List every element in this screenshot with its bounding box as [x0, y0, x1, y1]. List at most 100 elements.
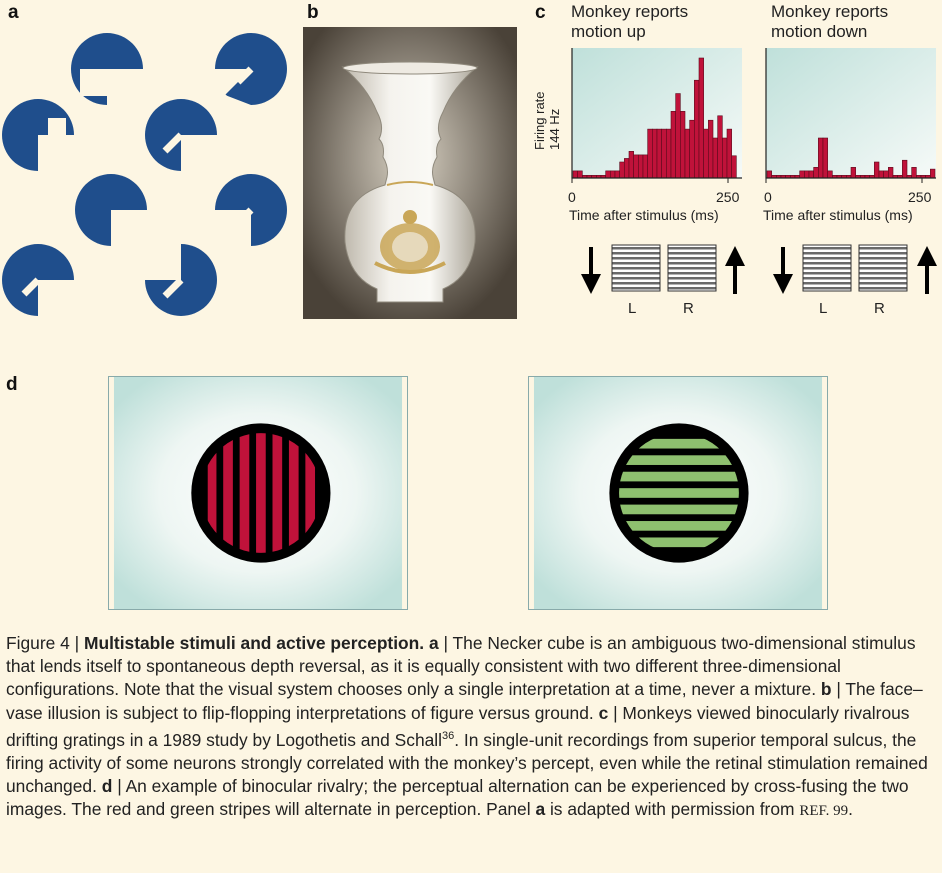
down-arrow-icon	[581, 247, 601, 294]
histogram-bar	[822, 137, 828, 179]
histogram-bar	[808, 170, 814, 179]
histogram-bar	[708, 119, 714, 179]
histogram-bar	[766, 170, 772, 179]
histogram-bar	[703, 128, 709, 179]
eye-label-left: L	[819, 300, 828, 317]
pacman-disk	[71, 33, 143, 105]
royal-crest-decoration	[374, 210, 446, 274]
histogram-bar	[624, 158, 630, 179]
histogram-bar	[661, 128, 667, 179]
pacman-disk	[75, 174, 147, 246]
histogram-bar	[799, 170, 805, 179]
histogram-bar	[680, 111, 686, 179]
down-arrow-icon	[773, 247, 793, 294]
histogram-bar	[818, 137, 824, 179]
histogram-bar	[605, 170, 611, 179]
pacman-disk	[215, 33, 287, 105]
grating-stimulus-left	[581, 244, 745, 294]
y-axis-label-line1: Firing rate	[532, 91, 547, 150]
histogram-bar	[726, 128, 732, 179]
right-eye-grating	[667, 244, 717, 292]
panel-d-label: d	[6, 374, 18, 395]
histogram-bar	[722, 137, 728, 179]
histogram-bar	[642, 154, 648, 179]
eye-label-right: R	[874, 300, 885, 317]
histogram-bar	[577, 170, 583, 179]
histogram-bar	[675, 93, 681, 179]
right-tick-end: 250	[908, 189, 932, 205]
caption-ref-99: REF. 99	[799, 803, 849, 820]
grating-stimulus-right	[773, 244, 937, 294]
histogram-bar	[731, 155, 737, 179]
histogram-bar	[717, 115, 723, 179]
histogram-bar	[633, 154, 639, 179]
right-tick-start: 0	[764, 189, 772, 205]
caption-text-c: | Monkeys viewed binocularly rivalrous d…	[6, 702, 910, 750]
histogram-bar	[911, 167, 917, 179]
caption-label-a: a	[428, 633, 439, 653]
histogram-bar	[813, 167, 819, 179]
histogram-bar	[712, 137, 718, 179]
caption-ref-36: 36	[442, 729, 455, 742]
pacman-disk	[2, 244, 74, 316]
caption-text-c2: . In single-unit recordings from superio…	[6, 729, 928, 797]
histogram-bar	[878, 170, 884, 179]
histogram-bar	[698, 57, 704, 179]
histogram-bar	[614, 170, 620, 179]
y-axis-label-line2: 144 Hz	[547, 108, 562, 150]
y-axis-label: Firing rate 144 Hz	[532, 91, 562, 150]
left-eye-grating	[802, 244, 852, 292]
caption-text-b: | The face–vase illusion is subject to f…	[6, 679, 923, 723]
caption-label-b: b	[820, 679, 832, 700]
histogram-bar	[647, 128, 653, 179]
left-tick-end: 250	[716, 189, 740, 205]
caption-label-d: d	[101, 776, 113, 797]
eye-label-right: R	[683, 300, 694, 317]
histogram-motion-up	[571, 48, 742, 183]
histogram-bar	[930, 168, 936, 179]
caption-end: .	[848, 799, 853, 820]
caption-text-a2: is adapted with permission from	[545, 799, 800, 820]
left-eye-grating	[611, 244, 661, 292]
pacman-disk	[145, 99, 217, 171]
left-tick-start: 0	[568, 189, 576, 205]
histogram-bar	[628, 151, 634, 179]
caption-text-a: | The Necker cube is an ambiguous two-di…	[6, 633, 916, 700]
caption-title: Multistable stimuli and active perceptio…	[83, 633, 425, 653]
histogram-bar	[694, 79, 700, 179]
plot-area	[766, 48, 936, 178]
histogram-bar	[619, 161, 625, 179]
histogram-bar	[874, 161, 880, 179]
right-hist-title-line1: Monkey reports	[771, 2, 889, 21]
caption-label-c: c	[598, 702, 609, 723]
histogram-bar	[902, 159, 908, 179]
caption-label-a2: a	[535, 799, 546, 820]
histogram-motion-down	[765, 48, 936, 183]
histogram-bar	[804, 170, 810, 179]
panel-a-label: a	[8, 2, 19, 23]
histogram-bar	[670, 111, 676, 179]
eye-label-left: L	[628, 300, 637, 317]
histogram-bar	[638, 154, 644, 179]
histogram-bar	[827, 170, 833, 179]
up-arrow-icon	[917, 246, 937, 294]
left-hist-title-line1: Monkey reports	[571, 2, 689, 21]
rivalry-stimulus-red	[108, 376, 408, 610]
histogram-bar	[652, 128, 658, 179]
histogram-bar	[666, 128, 672, 179]
left-x-axis-label: Time after stimulus (ms)	[569, 207, 719, 223]
panel-b-label: b	[307, 2, 319, 23]
histogram-bar	[850, 167, 856, 179]
right-x-axis-label: Time after stimulus (ms)	[763, 207, 913, 223]
panel-c-label: c	[535, 2, 546, 23]
pacman-disk	[2, 99, 74, 171]
right-eye-grating	[858, 244, 908, 292]
left-hist-title-line2: motion up	[571, 22, 646, 41]
vase	[341, 66, 479, 303]
pacman-disk	[215, 174, 287, 246]
histogram-bar	[689, 119, 695, 179]
histogram-bar	[684, 128, 690, 179]
right-hist-title-line2: motion down	[771, 22, 868, 41]
face-vase-photo	[303, 27, 517, 319]
caption-figure-number: Figure 4 |	[6, 633, 84, 653]
